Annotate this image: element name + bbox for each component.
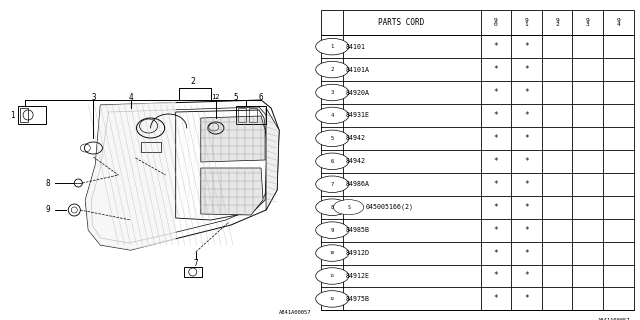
Text: *: * <box>524 88 529 97</box>
Bar <box>238 108 246 122</box>
Text: 10: 10 <box>330 251 335 255</box>
Text: 9: 9 <box>46 205 51 214</box>
Text: 045005166(2): 045005166(2) <box>366 204 414 211</box>
Circle shape <box>333 200 364 215</box>
Text: 84912E: 84912E <box>346 273 369 279</box>
Text: 4: 4 <box>331 113 334 118</box>
Text: *: * <box>524 294 529 303</box>
Text: *: * <box>493 294 498 303</box>
Text: 3: 3 <box>91 92 96 101</box>
Bar <box>20 108 28 122</box>
Text: 1: 1 <box>10 110 14 119</box>
Text: 84101: 84101 <box>346 44 365 50</box>
Bar <box>249 108 257 122</box>
Circle shape <box>316 84 349 101</box>
Text: *: * <box>524 226 529 235</box>
Bar <box>18 106 46 124</box>
Text: 9
1: 9 1 <box>525 18 529 27</box>
Text: 9: 9 <box>331 228 334 233</box>
Circle shape <box>316 176 349 193</box>
Circle shape <box>316 245 349 261</box>
Text: 2: 2 <box>331 67 334 72</box>
Circle shape <box>316 199 349 215</box>
Text: 4: 4 <box>128 92 133 101</box>
Text: *: * <box>493 134 498 143</box>
Text: 12: 12 <box>212 94 220 100</box>
Text: *: * <box>493 42 498 51</box>
Text: *: * <box>524 271 529 281</box>
Text: 12: 12 <box>330 297 335 301</box>
Text: *: * <box>493 65 498 74</box>
Polygon shape <box>266 108 279 210</box>
Text: 9
3: 9 3 <box>586 18 589 27</box>
Text: A841A00057: A841A00057 <box>279 310 311 315</box>
Text: *: * <box>524 65 529 74</box>
Text: 1: 1 <box>331 44 334 49</box>
Circle shape <box>316 38 349 55</box>
Text: *: * <box>493 111 498 120</box>
Text: 84985B: 84985B <box>346 227 369 233</box>
Text: 9
4: 9 4 <box>616 18 620 27</box>
Text: *: * <box>524 42 529 51</box>
Text: *: * <box>524 249 529 258</box>
Text: 84931E: 84931E <box>346 112 369 118</box>
Text: *: * <box>493 226 498 235</box>
Circle shape <box>316 130 349 147</box>
Text: 3: 3 <box>331 90 334 95</box>
Text: 84986A: 84986A <box>346 181 369 187</box>
Text: *: * <box>493 203 498 212</box>
Polygon shape <box>201 168 263 215</box>
Polygon shape <box>201 116 265 162</box>
Text: 84975B: 84975B <box>346 296 369 302</box>
Bar <box>184 267 202 277</box>
Bar <box>236 106 266 124</box>
Text: *: * <box>493 249 498 258</box>
Text: 84101A: 84101A <box>346 67 369 73</box>
Circle shape <box>316 222 349 238</box>
Text: 2: 2 <box>190 77 195 86</box>
Text: *: * <box>493 88 498 97</box>
Text: PARTS CORD: PARTS CORD <box>378 18 424 27</box>
Text: A841A00057: A841A00057 <box>598 318 630 320</box>
Text: *: * <box>524 203 529 212</box>
Text: 11: 11 <box>330 274 335 278</box>
Text: S: S <box>347 205 350 210</box>
Text: 9
0: 9 0 <box>494 18 498 27</box>
Text: *: * <box>493 157 498 166</box>
Text: 84942: 84942 <box>346 158 365 164</box>
Text: 84942: 84942 <box>346 135 365 141</box>
Circle shape <box>316 268 349 284</box>
Text: 7: 7 <box>331 182 334 187</box>
Bar <box>141 142 161 152</box>
Text: *: * <box>524 111 529 120</box>
Text: 6: 6 <box>331 159 334 164</box>
Text: *: * <box>524 157 529 166</box>
Text: 5: 5 <box>234 92 238 101</box>
Polygon shape <box>85 102 176 250</box>
Text: *: * <box>493 271 498 281</box>
Text: *: * <box>524 180 529 189</box>
Text: 84912D: 84912D <box>346 250 369 256</box>
Text: *: * <box>524 134 529 143</box>
Circle shape <box>316 61 349 78</box>
Text: 9
2: 9 2 <box>556 18 559 27</box>
Text: 7: 7 <box>193 260 198 268</box>
Text: 5: 5 <box>331 136 334 141</box>
Text: 8: 8 <box>331 205 334 210</box>
Circle shape <box>316 291 349 307</box>
Circle shape <box>316 153 349 170</box>
Text: 8: 8 <box>46 179 51 188</box>
Bar <box>321 10 634 310</box>
Text: 84920A: 84920A <box>346 90 369 95</box>
Circle shape <box>316 107 349 124</box>
Text: 6: 6 <box>259 92 263 101</box>
Text: *: * <box>493 180 498 189</box>
